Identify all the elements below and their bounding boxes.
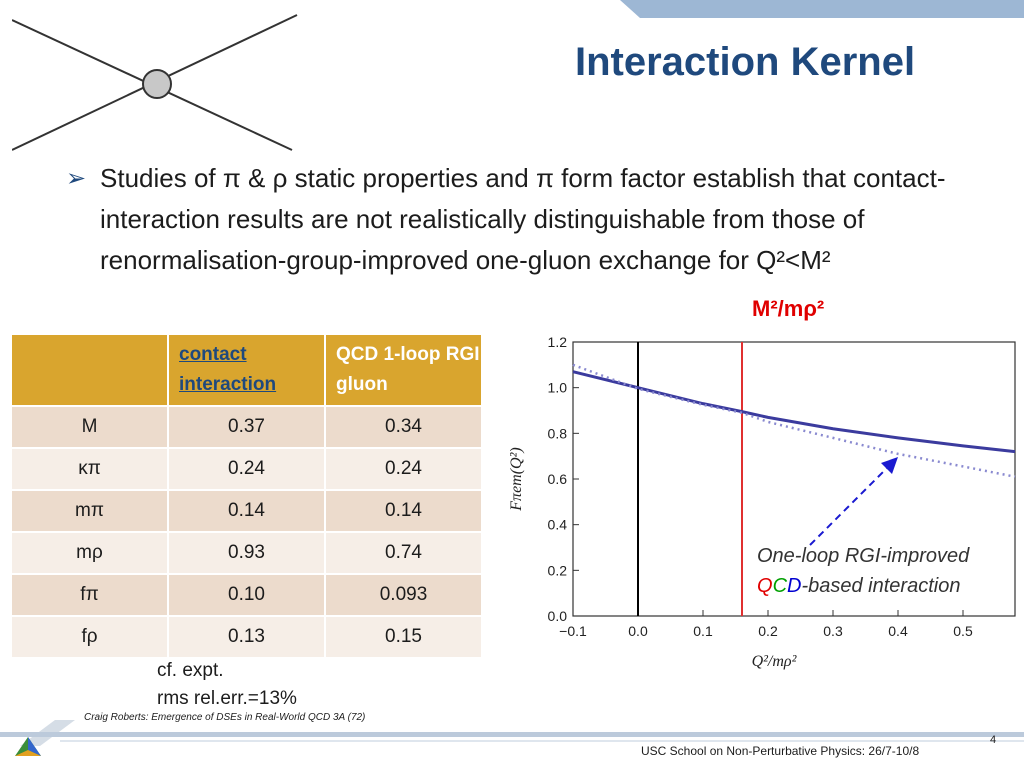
top-decorative-band — [620, 0, 1024, 18]
table-header-qcd: QCD 1-loop RGI gluon — [324, 333, 483, 407]
table-row: M 0.37 0.34 — [10, 405, 483, 449]
footer-conference: USC School on Non-Perturbative Physics: … — [641, 744, 920, 758]
annotation-line1: One-loop RGI-improved — [757, 545, 970, 567]
interaction-vertex-diagram — [12, 14, 298, 151]
y-tick-label: 1.0 — [548, 380, 568, 396]
plot-annotation: One-loop RGI-improved QCD-based interact… — [757, 541, 969, 601]
cf-expt-note: cf. expt. rms rel.err.=13% — [157, 657, 297, 713]
contact-value: 0.13 — [167, 615, 326, 659]
annotation-rest: -based interaction — [801, 575, 961, 597]
x-tick-label: 0.1 — [693, 623, 713, 639]
page-number: 4 — [990, 734, 997, 746]
table-row: κπ 0.24 0.24 — [10, 447, 483, 491]
y-tick-label: 0.6 — [548, 471, 568, 487]
row-label: κπ — [10, 447, 169, 491]
row-label: fπ — [10, 573, 169, 617]
row-label: mπ — [10, 489, 169, 533]
annotation-line2: QCD-based interaction — [757, 571, 969, 601]
table-row: mρ 0.93 0.74 — [10, 531, 483, 575]
qcd-value: 0.34 — [324, 405, 483, 449]
y-tick-label: 1.2 — [548, 334, 568, 350]
series-line-dotted — [572, 363, 1016, 478]
row-label: fρ — [10, 615, 169, 659]
table-row: fπ 0.10 0.093 — [10, 573, 483, 617]
table-header-empty — [10, 333, 169, 407]
logo-icon — [15, 737, 41, 756]
table-header-row: contact interaction QCD 1-loop RGI gluon — [10, 333, 483, 407]
contact-value: 0.24 — [167, 447, 326, 491]
y-tick-label: 0.8 — [548, 425, 568, 441]
m-ratio-label: M²/mρ² — [752, 296, 825, 321]
annotation-c: C — [772, 575, 788, 597]
contact-value: 0.14 — [167, 489, 326, 533]
table-row: mπ 0.14 0.14 — [10, 489, 483, 533]
annotation-q: Q — [757, 575, 773, 597]
table-row: fρ 0.13 0.15 — [10, 615, 483, 659]
y-tick-label: 0.2 — [548, 562, 568, 578]
annotation-d: D — [787, 575, 802, 597]
table-header-contact[interactable]: contact interaction — [167, 333, 326, 407]
qcd-value: 0.14 — [324, 489, 483, 533]
bullet-text: Studies of π & ρ static properties and π… — [100, 163, 946, 275]
qcd-value: 0.093 — [324, 573, 483, 617]
slide-title: Interaction Kernel — [575, 40, 916, 84]
bullet-arrow-icon: ➢ — [66, 165, 87, 192]
footer-band — [0, 720, 1024, 746]
y-tick-label: 0.0 — [548, 608, 568, 624]
contact-value: 0.10 — [167, 573, 326, 617]
cf-expt-line: cf. expt. — [157, 660, 224, 681]
footer-credit: Craig Roberts: Emergence of DSEs in Real… — [84, 712, 366, 723]
qcd-value: 0.24 — [324, 447, 483, 491]
x-tick-label: 0.3 — [823, 623, 843, 639]
row-label: mρ — [10, 531, 169, 575]
row-label: M — [10, 405, 169, 449]
series-line-solid — [572, 370, 1016, 454]
contact-value: 0.93 — [167, 531, 326, 575]
contact-value: 0.37 — [167, 405, 326, 449]
y-tick-label: 0.4 — [548, 517, 568, 533]
qcd-value: 0.15 — [324, 615, 483, 659]
annotation-arrowhead-icon — [881, 457, 898, 474]
x-axis-label: Q²/mρ² — [752, 653, 798, 670]
x-tick-label: −0.1 — [559, 623, 587, 639]
rms-error-line: rms rel.err.=13% — [157, 688, 297, 709]
results-table: contact interaction QCD 1-loop RGI gluon… — [10, 333, 483, 659]
qcd-value: 0.74 — [324, 531, 483, 575]
x-tick-label: 0.4 — [888, 623, 908, 639]
y-axis-label: Fπem(Q²) — [508, 447, 525, 511]
x-tick-label: 0.5 — [953, 623, 973, 639]
x-tick-label: 0.0 — [628, 623, 648, 639]
annotation-arrow-line — [809, 464, 891, 546]
x-tick-label: 0.2 — [758, 623, 778, 639]
form-factor-plot: 0.00.20.40.60.81.01.2−0.1 0.0 0.1 0.2 0.3 0.4… — [508, 334, 1016, 670]
